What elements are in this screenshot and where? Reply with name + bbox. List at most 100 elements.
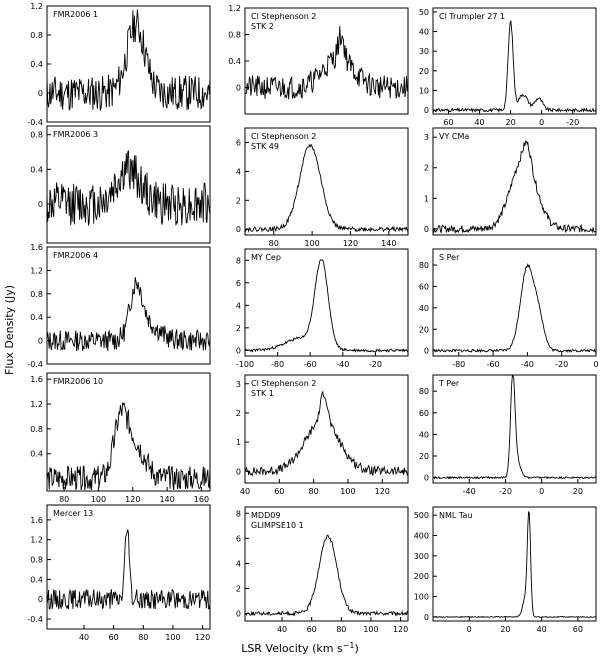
x-tick-label: -20: [369, 360, 382, 369]
panel-frame: [432, 127, 597, 236]
y-tick-label: 400: [414, 532, 429, 541]
spectrum-line: [46, 277, 211, 352]
x-tick-label: -80: [271, 360, 284, 369]
x-tick-label: -60: [304, 360, 317, 369]
x-tick-label: 0: [539, 118, 544, 127]
panel-5: -0.4 0 0.4 0.8 1.2 1.6 40 60 80 100 120 Mercer 13: [27, 504, 211, 642]
x-tick-label: 40: [79, 633, 89, 642]
panel-3: -0.4 0 0.4 0.8 1.2 1.6 FMR2006 4: [27, 243, 211, 369]
y-tick-label: 0.8: [30, 31, 43, 40]
panel-frame: [432, 506, 597, 622]
y-tick-label: 0: [236, 84, 241, 93]
y-tick-label: 300: [414, 552, 429, 561]
x-tick-label: -100: [236, 360, 254, 369]
x-axis-label-text: LSR Velocity (km s: [241, 642, 343, 655]
panel-label: VY CMa: [439, 132, 469, 141]
x-tick-label: -60: [487, 360, 500, 369]
panel-15: 0 100 200 300 400 500 0 20 40 60 NML Tau: [414, 506, 597, 634]
y-tick-label: 4: [236, 559, 241, 568]
y-tick-label: 8: [236, 256, 241, 265]
spectrum-line: [432, 262, 597, 354]
y-tick-label: 0.4: [30, 60, 43, 69]
y-tick-label: 1.2: [30, 2, 43, 11]
y-tick-label: -0.4: [27, 615, 43, 624]
x-tick-label: 60: [573, 625, 583, 634]
panel-frame: [432, 7, 597, 115]
spectrum-line: [244, 534, 409, 617]
y-tick-label: 40: [419, 430, 429, 439]
x-tick-label: -40: [336, 360, 349, 369]
y-tick-label: 1.2: [228, 4, 241, 13]
y-tick-label: 50: [419, 8, 429, 17]
x-tick-label: 120: [343, 239, 358, 248]
y-tick-label: 2: [236, 409, 241, 418]
y-tick-label: 0.4: [30, 165, 43, 174]
y-tick-label: 80: [419, 261, 429, 270]
x-tick-label: 0: [593, 360, 598, 369]
spectrum-line: [46, 529, 211, 610]
panel-13: 0 20 40 60 80 -80 -60 -40 -20 0 S Per: [419, 248, 599, 369]
y-tick-label: 2: [236, 324, 241, 333]
y-tick-label: 0.8: [228, 31, 241, 40]
x-tick-label: 100: [304, 239, 319, 248]
panel-8: 0 2 4 6 8 -100 -80 -60 -40 -20 MY Cep: [236, 248, 409, 369]
y-tick-label: 2: [424, 164, 429, 173]
y-tick-label: 0.4: [30, 575, 43, 584]
x-tick-label: 140: [381, 239, 396, 248]
x-tick-label: 60: [443, 118, 453, 127]
panel-label: FMR2006 1: [53, 10, 98, 19]
x-tick-label: 0: [539, 487, 544, 496]
y-tick-label: 8: [236, 509, 241, 518]
y-tick-label: 80: [419, 387, 429, 396]
panel-2: 0 0.4 0.8 FMR2006 3: [30, 125, 211, 244]
panel-label: Cl Stephenson 2: [251, 379, 316, 388]
x-tick-label: 40: [474, 118, 484, 127]
panel-frame: [244, 127, 409, 236]
y-axis-label: Flux Density (Jy): [3, 285, 16, 375]
spectrum-line: [46, 401, 211, 491]
x-tick-label: 120: [195, 633, 210, 642]
y-tick-label: 0: [236, 609, 241, 618]
panel-label: NML Tau: [439, 511, 472, 520]
x-tick-label: -20: [499, 487, 512, 496]
y-tick-label: 0: [38, 89, 43, 98]
y-tick-label: 0: [236, 467, 241, 476]
y-tick-label: 2: [236, 196, 241, 205]
y-tick-label: 30: [419, 47, 429, 56]
spectrum-line: [432, 511, 597, 618]
y-tick-label: 10: [419, 86, 429, 95]
y-tick-label: 0: [424, 474, 429, 483]
y-tick-label: 0: [424, 613, 429, 622]
x-tick-label: 120: [125, 495, 140, 504]
y-tick-label: 0: [424, 106, 429, 115]
panel-label: FMR2006 10: [53, 377, 103, 386]
panel-frame: [46, 5, 211, 123]
panel-label: Cl Trumpler 27 1: [439, 12, 505, 21]
spectrum-line: [244, 143, 409, 233]
y-tick-label: 60: [419, 409, 429, 418]
panel-label: MDD09: [251, 511, 280, 520]
panel-label: T Per: [438, 379, 460, 388]
x-tick-label: -40: [521, 360, 534, 369]
x-tick-label: 100: [363, 625, 378, 634]
y-tick-label: 0.8: [30, 425, 43, 434]
y-tick-label: 1.6: [30, 243, 43, 252]
x-tick-label: 160: [194, 495, 209, 504]
y-tick-label: 2: [236, 584, 241, 593]
panel-14: 0 20 40 60 80 -40 -20 0 20 T Per: [419, 374, 597, 496]
y-tick-label: 0.8: [30, 556, 43, 565]
x-tick-label: 40: [277, 625, 287, 634]
x-tick-label: 60: [274, 487, 284, 496]
panel-11: 0 10 20 30 40 50 60 40 20 0 -20 Cl Trumpler 27 1: [419, 7, 597, 127]
y-tick-label: 3: [424, 133, 429, 142]
x-axis-label-exponent: −1: [343, 641, 355, 650]
x-tick-label: 100: [340, 487, 355, 496]
y-tick-label: 0.4: [30, 313, 43, 322]
panel-frame: [46, 504, 211, 630]
panel-label: FMR2006 3: [53, 130, 98, 139]
x-tick-label: -40: [463, 487, 476, 496]
